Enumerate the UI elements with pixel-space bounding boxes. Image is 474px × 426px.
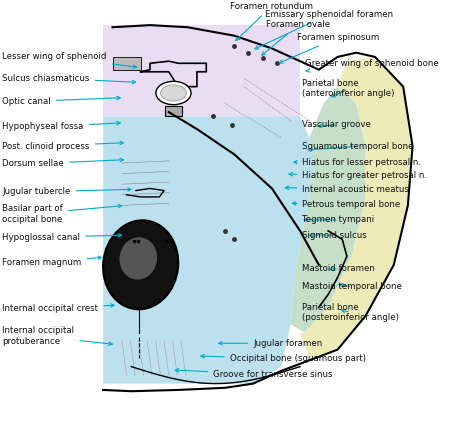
Text: Hiatus for greater petrosal n.: Hiatus for greater petrosal n. <box>289 171 428 180</box>
Text: Hiatus for lesser petrosal n.: Hiatus for lesser petrosal n. <box>294 158 421 167</box>
Text: Parietal bone
(anteroinferior angle): Parietal bone (anteroinferior angle) <box>302 79 395 98</box>
Text: Parietal bone
(posteroinferior angle): Parietal bone (posteroinferior angle) <box>302 302 399 322</box>
Polygon shape <box>165 106 182 116</box>
Text: Mastoid foramen: Mastoid foramen <box>302 264 375 273</box>
Ellipse shape <box>156 81 191 105</box>
Text: Lesser wing of sphenoid: Lesser wing of sphenoid <box>2 52 137 68</box>
Ellipse shape <box>119 237 157 279</box>
Text: Sulcus chiasmaticus: Sulcus chiasmaticus <box>2 74 136 84</box>
Text: Tegmen tympani: Tegmen tympani <box>302 215 374 225</box>
Text: Post. clinoid process: Post. clinoid process <box>2 141 124 150</box>
Text: Mastoid temporal bone: Mastoid temporal bone <box>302 282 402 291</box>
Text: Petrous temporal bone: Petrous temporal bone <box>292 200 401 209</box>
Text: Emissary sphenoidal foramen: Emissary sphenoidal foramen <box>255 10 393 49</box>
Text: Foramen spinosum: Foramen spinosum <box>279 33 379 63</box>
Text: Occipital bone (squamous part): Occipital bone (squamous part) <box>201 354 366 363</box>
Text: Sigmoid sulcus: Sigmoid sulcus <box>302 230 367 239</box>
Text: Jugular tubercle: Jugular tubercle <box>2 187 131 196</box>
Text: Internal occipital
protuberance: Internal occipital protuberance <box>2 326 112 346</box>
Polygon shape <box>291 86 365 333</box>
Polygon shape <box>300 57 412 358</box>
Ellipse shape <box>161 85 186 101</box>
Polygon shape <box>112 57 141 70</box>
Text: Foramen magnum: Foramen magnum <box>2 256 101 267</box>
Text: Foramen rotundum: Foramen rotundum <box>230 2 313 40</box>
Text: Groove for transverse sinus: Groove for transverse sinus <box>175 368 333 379</box>
Text: Basilar part of
occipital bone: Basilar part of occipital bone <box>2 204 122 224</box>
Polygon shape <box>103 116 314 383</box>
Text: Optic canal: Optic canal <box>2 96 120 106</box>
Text: Dorsum sellae: Dorsum sellae <box>2 158 124 168</box>
Polygon shape <box>103 25 300 116</box>
Text: Greater wing of sphenoid bone: Greater wing of sphenoid bone <box>305 59 438 72</box>
Text: Vascular groove: Vascular groove <box>302 120 371 130</box>
Text: Squamous temporal bone: Squamous temporal bone <box>302 141 414 151</box>
Text: Hypoglossal canal: Hypoglossal canal <box>2 233 122 242</box>
Text: Jugular foramen: Jugular foramen <box>219 339 322 348</box>
Text: Internal acoustic meatus: Internal acoustic meatus <box>285 185 409 194</box>
Text: Foramen ovale: Foramen ovale <box>262 20 330 55</box>
Ellipse shape <box>103 220 178 309</box>
Text: Hypophyseal fossa: Hypophyseal fossa <box>2 121 120 132</box>
Text: Internal occipital crest: Internal occipital crest <box>2 304 114 313</box>
